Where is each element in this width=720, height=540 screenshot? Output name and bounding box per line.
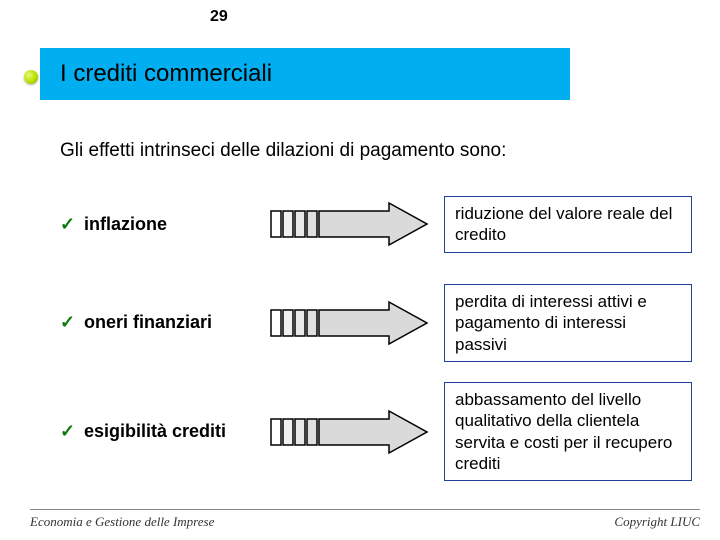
footer-left: Economia e Gestione delle Imprese bbox=[30, 514, 214, 530]
effect-label: esigibilità crediti bbox=[84, 421, 254, 442]
effect-label: inflazione bbox=[84, 214, 254, 235]
check-icon: ✓ bbox=[60, 214, 84, 235]
arrow-icon bbox=[254, 201, 444, 247]
check-icon: ✓ bbox=[60, 421, 84, 442]
page-number: 29 bbox=[210, 8, 228, 26]
effect-row: ✓ oneri finanziari perdita di interessi … bbox=[60, 284, 700, 362]
footer: Economia e Gestione delle Imprese Copyri… bbox=[30, 509, 700, 530]
arrow-icon bbox=[254, 409, 444, 455]
slide-title: I crediti commerciali bbox=[60, 60, 272, 88]
footer-right: Copyright LIUC bbox=[614, 514, 700, 530]
effect-result: abbassamento del livello qualitativo del… bbox=[444, 382, 692, 481]
effect-row: ✓ inflazione riduzione del valore reale … bbox=[60, 196, 700, 253]
effect-result: riduzione del valore reale del credito bbox=[444, 196, 692, 253]
check-icon: ✓ bbox=[60, 312, 84, 333]
effect-result: perdita di interessi attivi e pagamento … bbox=[444, 284, 692, 362]
arrow-icon bbox=[254, 300, 444, 346]
intro-text: Gli effetti intrinseci delle dilazioni d… bbox=[60, 140, 506, 162]
effect-label: oneri finanziari bbox=[84, 312, 254, 333]
title-bar: I crediti commerciali bbox=[40, 48, 570, 100]
effect-row: ✓ esigibilità crediti abbassamento del l… bbox=[60, 382, 700, 481]
bullet-dot-icon bbox=[24, 70, 38, 84]
